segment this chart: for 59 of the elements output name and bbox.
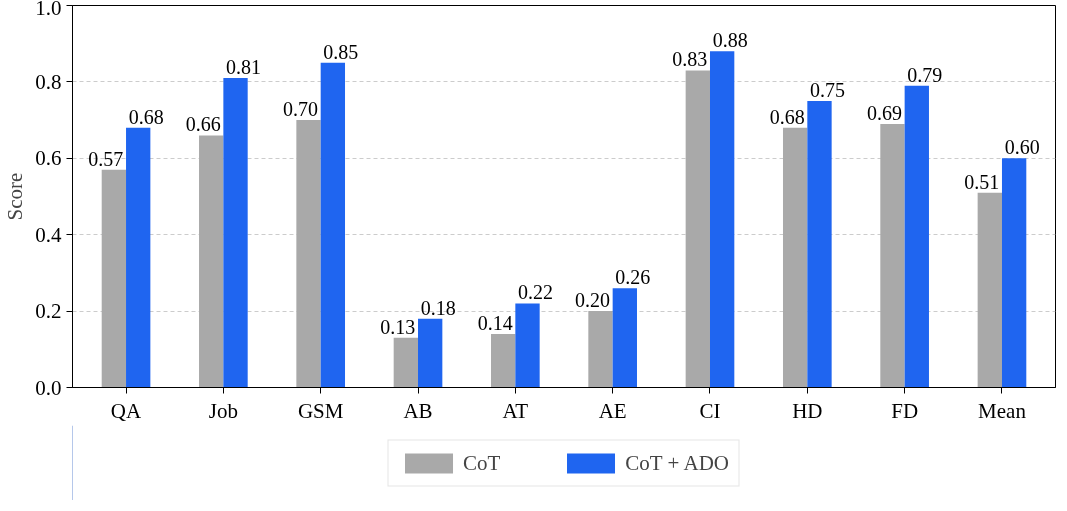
data-label: 0.83 <box>672 48 708 71</box>
data-label: 0.18 <box>420 296 456 319</box>
bar <box>515 303 540 388</box>
bar <box>685 70 710 388</box>
x-tick-label: AB <box>403 398 433 423</box>
data-label: 0.75 <box>809 79 845 101</box>
bar <box>880 123 905 388</box>
bar <box>1001 158 1027 388</box>
bar <box>904 85 929 388</box>
bar <box>612 288 637 388</box>
bar <box>782 127 808 388</box>
data-label: 0.68 <box>128 105 164 128</box>
bar <box>101 169 127 388</box>
y-tick-label: 0.4 <box>35 222 62 247</box>
data-label: 0.68 <box>769 105 805 128</box>
bar <box>223 78 248 388</box>
bar <box>393 337 419 388</box>
bar <box>588 311 613 388</box>
data-label: 0.14 <box>477 312 513 335</box>
x-tick-label: GSM <box>297 398 344 423</box>
bar <box>491 334 516 388</box>
bar <box>199 135 224 388</box>
bar <box>807 101 832 388</box>
x-tick-label: Job <box>208 398 238 423</box>
bar <box>418 318 443 388</box>
bar <box>296 120 321 388</box>
data-label: 0.85 <box>323 40 359 63</box>
data-label: 0.70 <box>283 98 319 121</box>
data-label: 0.88 <box>712 29 748 52</box>
y-tick-label: 0.0 <box>35 375 62 400</box>
data-label: 0.57 <box>88 147 124 170</box>
data-label: 0.81 <box>226 56 262 79</box>
data-label: 0.60 <box>1004 136 1040 159</box>
x-tick-label: HD <box>792 398 823 423</box>
data-label: 0.79 <box>907 63 943 86</box>
x-tick-label: AE <box>598 398 627 423</box>
bar <box>320 62 346 388</box>
x-tick-label: CI <box>699 398 721 423</box>
data-label: 0.20 <box>575 289 610 312</box>
x-tick-label: Mean <box>978 398 1027 423</box>
data-label: 0.66 <box>185 113 221 136</box>
bar <box>126 127 151 388</box>
bar <box>709 51 735 388</box>
data-label: 0.69 <box>866 101 902 124</box>
data-label: 0.22 <box>518 281 553 304</box>
bar <box>977 192 1002 388</box>
x-tick-label: QA <box>110 398 143 423</box>
data-label: 0.51 <box>964 170 1000 193</box>
y-tick-label: 1.0 <box>35 0 62 20</box>
y-axis-title: Score <box>3 172 28 221</box>
legend-label: CoT + ADO <box>625 450 729 475</box>
y-tick-label: 0.6 <box>35 146 62 171</box>
x-tick-label: FD <box>891 398 919 423</box>
y-tick-label: 0.2 <box>35 299 62 324</box>
data-label: 0.13 <box>380 315 416 338</box>
y-tick-label: 0.8 <box>35 69 62 94</box>
legend-label: CoT <box>463 450 501 475</box>
data-label: 0.26 <box>615 266 651 289</box>
x-tick-label: AT <box>502 398 529 423</box>
